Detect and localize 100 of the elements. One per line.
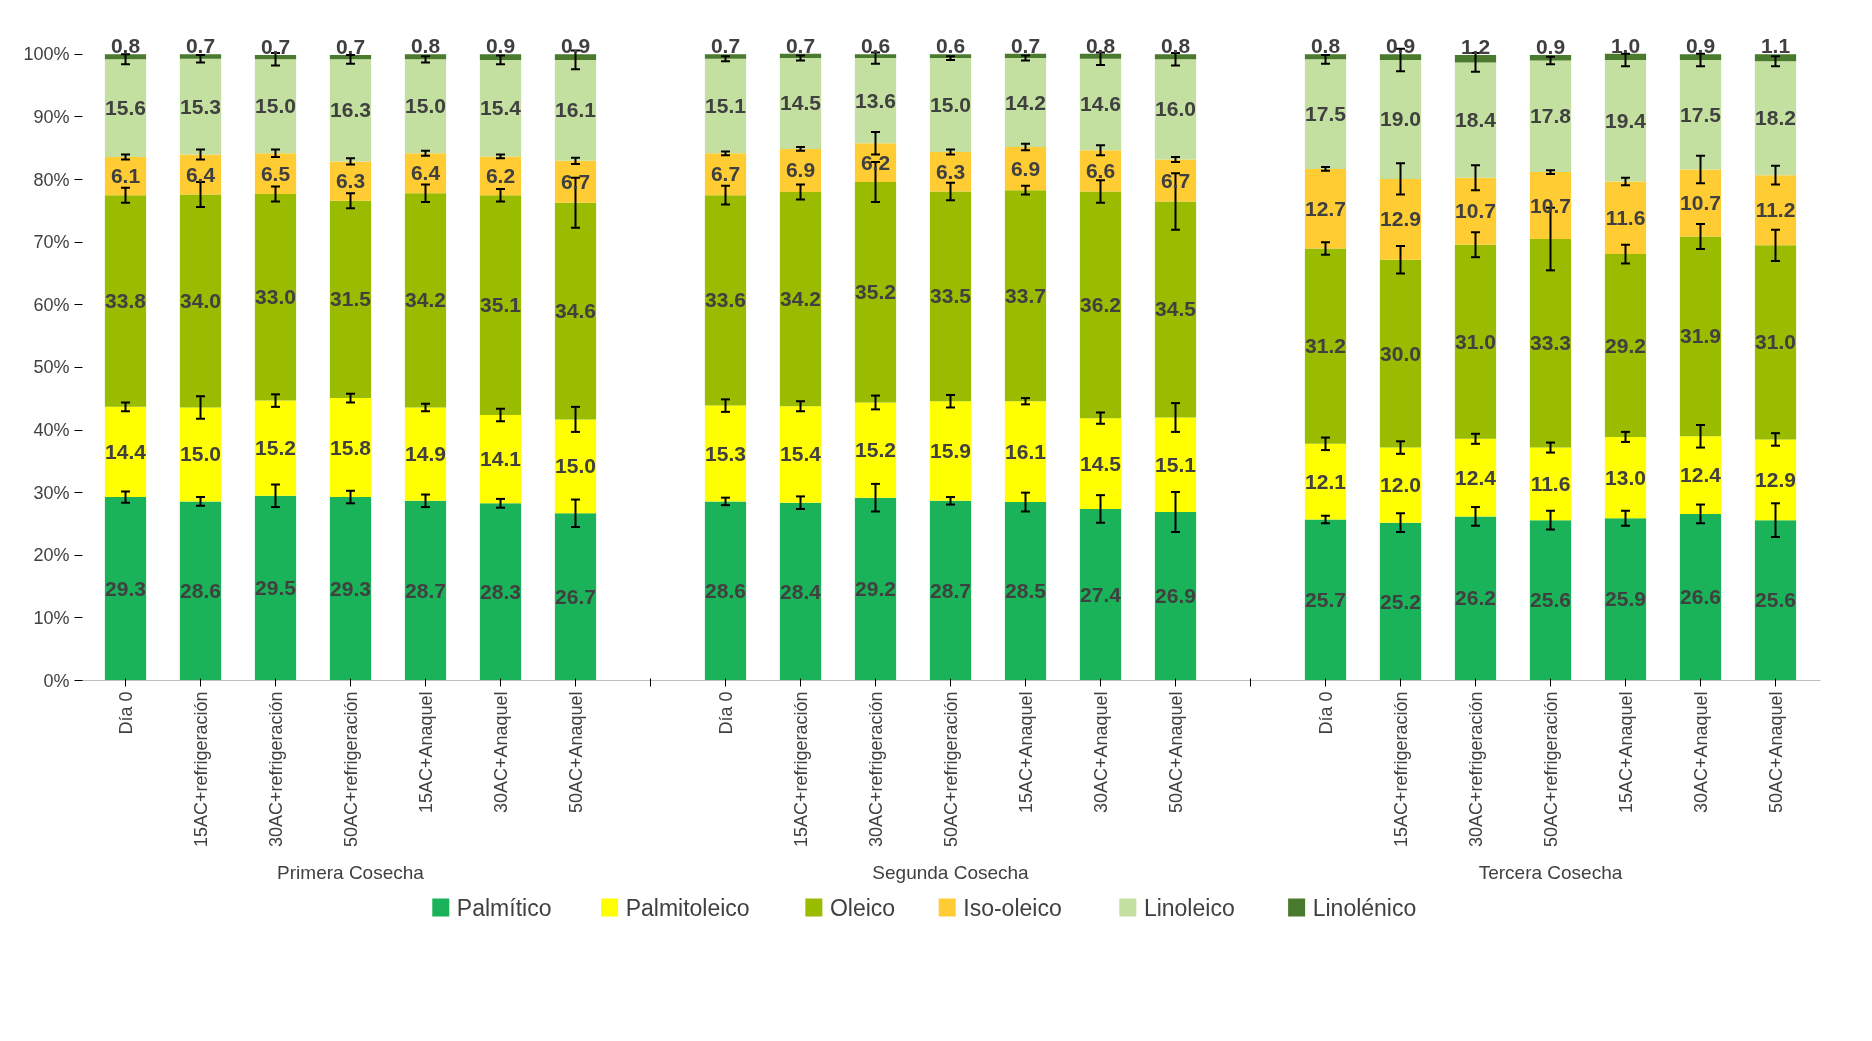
bar [1679, 236, 1722, 437]
bar [1529, 239, 1572, 448]
bar [1379, 59, 1422, 179]
data-label: 15.3 [180, 94, 221, 118]
data-label: 25.6 [1530, 588, 1571, 612]
data-label: 31.9 [1680, 324, 1721, 348]
data-label: 15.0 [930, 93, 971, 117]
data-label: 14.9 [405, 442, 446, 466]
data-label: 16.0 [1155, 97, 1196, 121]
bar [1529, 172, 1572, 240]
bar [1154, 201, 1197, 418]
data-label: 27.4 [1080, 582, 1122, 606]
bar [179, 194, 222, 408]
bar [254, 400, 297, 496]
data-label: 30.0 [1380, 341, 1421, 365]
bar [254, 495, 297, 681]
data-label: 6.7 [710, 162, 741, 186]
data-label: 28.6 [705, 578, 746, 602]
bar [479, 415, 522, 504]
data-label: 12.1 [1305, 469, 1347, 493]
data-label: 34.2 [405, 288, 446, 312]
data-label: 31.2 [1305, 334, 1346, 358]
data-label: 0.9 [1385, 34, 1416, 58]
bar [854, 54, 897, 59]
bar [404, 54, 447, 60]
bar [254, 193, 297, 401]
text: Tercera Cosecha [1478, 861, 1623, 883]
data-label: 15.4 [480, 96, 522, 120]
data-label: 1.2 [1460, 34, 1491, 58]
data-label: 28.4 [780, 579, 822, 603]
bar [929, 191, 972, 402]
data-label: 33.0 [255, 285, 296, 309]
x-tick-label: 15AC+Anaquel [415, 691, 436, 814]
data-label: 11.2 [1755, 198, 1796, 222]
data-label: 29.3 [105, 576, 146, 600]
bar [479, 195, 522, 415]
bar [1004, 401, 1047, 503]
x-tick-label: 30AC+refrigeración [865, 691, 886, 848]
y-tick-label: 30% [33, 482, 70, 503]
bar [1454, 516, 1497, 681]
data-label: 34.6 [555, 299, 596, 323]
bar [1454, 62, 1497, 178]
bar [1454, 438, 1497, 517]
data-label: 19.0 [1380, 107, 1421, 131]
data-label: 18.2 [1755, 106, 1796, 130]
bar [179, 501, 222, 681]
bar [404, 59, 447, 154]
data-label: 13.6 [855, 88, 896, 112]
bar [1679, 59, 1722, 170]
data-label: 16.3 [330, 98, 371, 122]
bar [479, 503, 522, 681]
bar [1754, 245, 1797, 440]
data-label: 15.1 [705, 93, 747, 117]
data-label: 15.0 [555, 454, 596, 478]
data-label: 0.8 [110, 34, 141, 58]
bar [1379, 178, 1422, 260]
data-label: 0.7 [710, 34, 741, 58]
data-label: 15.9 [930, 439, 971, 463]
bar [254, 59, 297, 154]
data-label: 28.7 [405, 578, 446, 602]
x-tick-label: 30AC+Anaquel [1090, 691, 1111, 814]
x-tick-label: Día 0 [115, 691, 136, 735]
bar [929, 58, 972, 153]
bar [1679, 513, 1722, 681]
data-label: 29.2 [1605, 333, 1646, 357]
bar [779, 502, 822, 681]
y-tick-label: 70% [33, 232, 70, 253]
data-label: 14.1 [480, 447, 522, 471]
bar [929, 500, 972, 681]
data-label: 12.9 [1380, 207, 1421, 231]
data-label: 0.8 [1310, 34, 1341, 58]
bar [1754, 61, 1797, 176]
data-label: 15.1 [1155, 452, 1197, 476]
bar [1079, 53, 1122, 59]
bar [1304, 248, 1347, 444]
bar [929, 401, 972, 501]
bar [779, 192, 822, 407]
bar [554, 419, 597, 514]
bar [1679, 436, 1722, 514]
data-label: 15.8 [330, 435, 372, 459]
data-label: 14.6 [1080, 92, 1121, 116]
bar [479, 59, 522, 157]
legend-label: Iso-oleico [963, 894, 1062, 921]
data-label: 6.6 [1085, 158, 1116, 182]
bar [179, 54, 222, 59]
data-label: 14.2 [1005, 90, 1046, 114]
data-label: 15.0 [405, 94, 446, 118]
bar [404, 193, 447, 408]
data-label: 11.6 [1530, 471, 1571, 495]
bar [1379, 522, 1422, 681]
bar [704, 195, 747, 406]
data-label: 26.6 [1680, 585, 1721, 609]
legend-label: Palmitoleico [625, 894, 750, 921]
bar [1604, 436, 1647, 519]
data-label: 15.0 [180, 442, 221, 466]
bar [179, 407, 222, 502]
y-tick-label: 20% [33, 545, 70, 566]
data-label: 19.4 [1605, 108, 1647, 132]
data-label: 0.7 [335, 34, 366, 58]
legend-label: Oleico [829, 894, 896, 921]
